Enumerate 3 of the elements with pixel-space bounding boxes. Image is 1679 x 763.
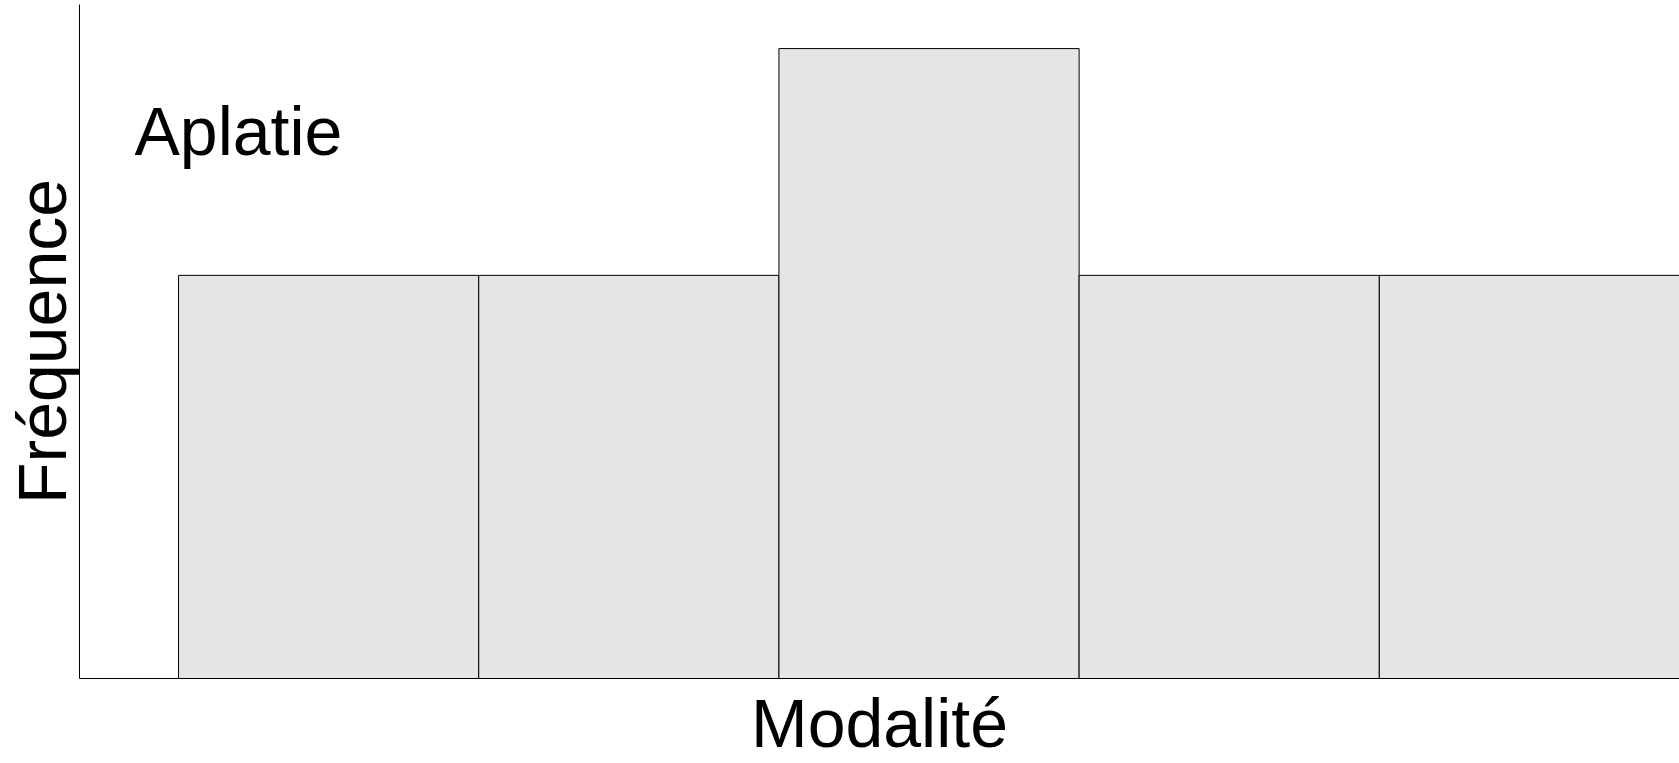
annotation: Aplatie	[134, 92, 343, 169]
y-axis-title: Fréquence	[3, 178, 80, 505]
x-axis-title: Modalité	[750, 684, 1009, 761]
